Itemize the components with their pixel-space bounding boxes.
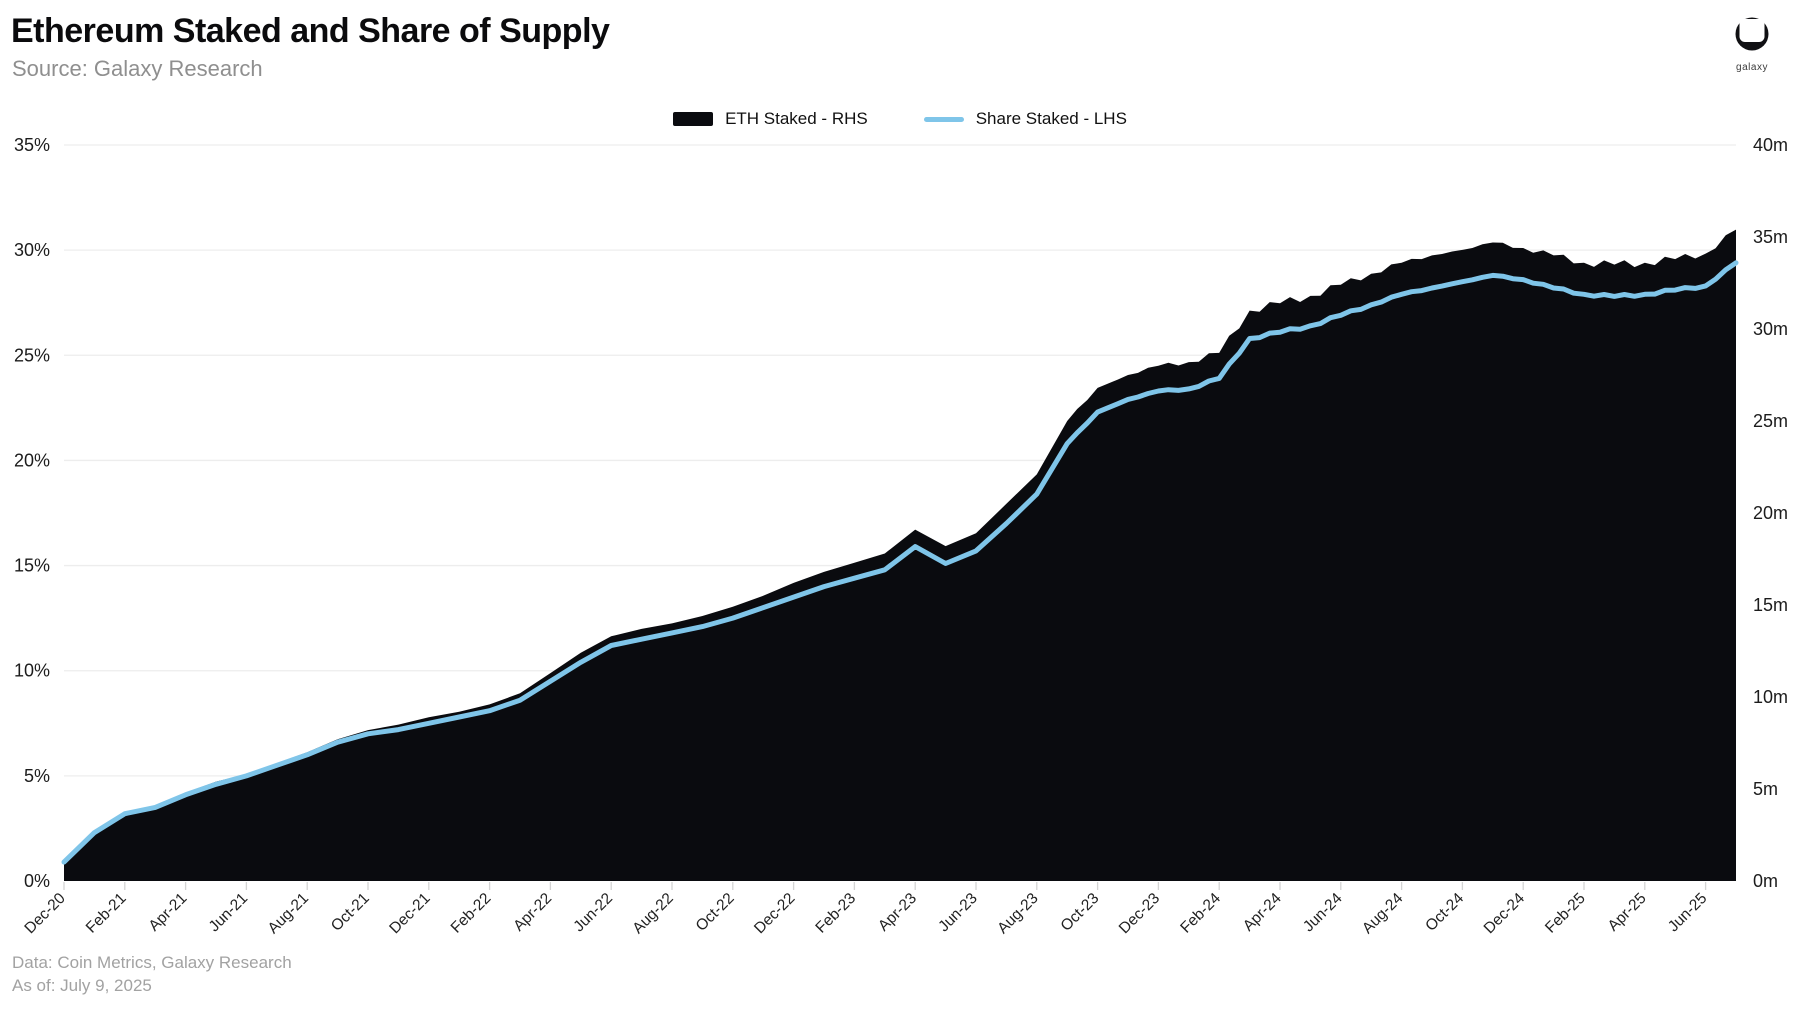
x-axis-label: Dec-23 [1116,890,1163,937]
x-axis-label: Aug-23 [994,890,1041,937]
page-title: Ethereum Staked and Share of Supply [11,12,610,50]
x-axis-label: Apr-24 [1240,890,1285,935]
galaxy-helmet-icon [1735,17,1769,51]
galaxy-logo: galaxy [1724,14,1780,73]
x-axis-label: Feb-21 [83,890,130,937]
share-staked-line [61,260,1739,865]
x-axis-label: Dec-21 [386,890,433,937]
x-axis-label: Feb-22 [448,890,495,937]
x-axis-label: Aug-24 [1359,890,1407,938]
y-axis-right-label: 20m [1753,503,1788,523]
x-axis-label: Feb-23 [812,890,859,937]
x-axis-label: Dec-22 [751,890,798,937]
y-axis-left-label: 0% [24,871,50,891]
y-axis-right-label: 10m [1753,687,1788,707]
y-axis-right-label: 40m [1753,135,1788,155]
x-axis-label: Oct-24 [1422,890,1467,935]
x-axis-label: Feb-24 [1177,890,1224,937]
as-of-date: As of: July 9, 2025 [12,976,152,995]
y-axis-right-label: 35m [1753,227,1788,247]
x-axis-label: Jun-21 [206,890,252,936]
y-axis-right-label: 30m [1753,319,1788,339]
y-axis-left-label: 30% [14,240,50,260]
x-axis-label: Oct-21 [328,890,373,935]
share-staked-swatch-icon [923,116,964,122]
eth-staked-swatch-icon [673,112,714,126]
legend-label-share-staked: Share Staked - LHS [975,109,1127,128]
legend-item-eth-staked: ETH Staked - RHS [673,109,868,129]
y-axis-right-label: 5m [1753,779,1778,799]
x-axis-label: Apr-21 [146,890,191,935]
y-axis-left-label: 10% [14,661,50,681]
data-attribution: Data: Coin Metrics, Galaxy Research [12,953,292,972]
x-axis-label: Jun-23 [935,890,981,936]
y-axis-right-label: 25m [1753,411,1788,431]
x-axis-label: Aug-22 [629,890,676,937]
y-axis-left-label: 35% [14,135,50,155]
y-axis-left-label: 25% [14,345,50,365]
x-axis-label: Dec-20 [21,890,69,938]
x-axis-label: Feb-25 [1542,890,1589,937]
y-axis-left-label: 20% [14,450,50,470]
x-axis-label: Dec-24 [1481,890,1529,938]
y-axis-left-label: 15% [14,556,50,576]
y-axis-right-label: 15m [1753,595,1788,615]
x-axis-label: Aug-21 [265,890,312,937]
galaxy-logo-label: galaxy [1736,62,1768,73]
x-axis-label: Jun-24 [1300,890,1346,936]
legend-label-eth-staked: ETH Staked - RHS [725,109,868,128]
x-axis-label: Oct-22 [693,890,738,935]
source-subtitle: Source: Galaxy Research [12,56,263,81]
x-axis-label: Jun-25 [1665,890,1711,936]
y-axis-left-label: 5% [24,766,50,786]
x-axis-label: Oct-23 [1058,890,1103,935]
x-axis-label: Apr-25 [1605,890,1650,935]
legend-item-share-staked: Share Staked - LHS [923,109,1127,129]
chart-legend: ETH Staked - RHS Share Staked - LHS [64,106,1736,132]
x-axis-label: Apr-22 [510,890,555,935]
y-axis-right-label: 0m [1753,871,1778,891]
x-axis-label: Apr-23 [875,890,920,935]
x-axis-label: Jun-22 [570,890,616,936]
